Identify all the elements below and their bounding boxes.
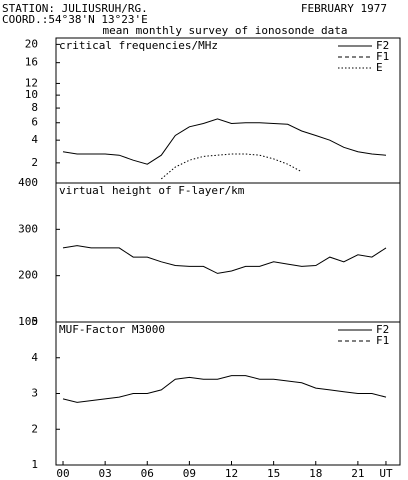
y-tick-label: 2 <box>31 156 38 169</box>
data-line <box>62 118 387 165</box>
x-tick-label: 18 <box>309 467 322 480</box>
legend-label: F2 <box>376 323 389 336</box>
y-tick-label: 4 <box>31 133 38 146</box>
y-tick-label: 16 <box>25 56 38 69</box>
y-tick-label: 100 <box>18 315 38 328</box>
x-tick-label: 06 <box>141 467 154 480</box>
data-line <box>62 375 387 403</box>
legend-label: F1 <box>376 334 389 347</box>
station: STATION: JULIUSRUH/RG. <box>2 2 148 15</box>
plot-frame <box>55 182 401 323</box>
panel-title: critical frequencies/MHz <box>59 39 218 52</box>
y-tick-label: 5 <box>31 315 38 328</box>
y-tick-label: 200 <box>18 269 38 282</box>
x-tick-label: 12 <box>225 467 238 480</box>
y-tick-label: 8 <box>31 101 38 114</box>
x-tick-label: 03 <box>99 467 112 480</box>
x-tick-label: 21 <box>351 467 364 480</box>
y-tick-label: 12 <box>25 76 38 89</box>
legend-label: E <box>376 61 383 74</box>
x-tick-label: 15 <box>267 467 280 480</box>
data-line <box>62 245 387 274</box>
y-tick-label: 20 <box>25 37 38 50</box>
y-tick-label: 4 <box>31 351 38 364</box>
legend-label: F2 <box>376 39 389 52</box>
x-tick-label: 00 <box>56 467 69 480</box>
x-tick-label: 09 <box>183 467 196 480</box>
date: FEBRUARY 1977 <box>301 2 387 15</box>
legend-label: F1 <box>376 50 389 63</box>
subtitle: mean monthly survey of ionosonde data <box>102 24 347 37</box>
plot-frame <box>55 321 401 466</box>
coord: COORD.:54°38'N 13°23'E <box>2 13 148 26</box>
panel-title: MUF-Factor M3000 <box>59 323 165 336</box>
y-tick-label: 300 <box>18 222 38 235</box>
y-tick-label: 400 <box>18 176 38 189</box>
panel-title: virtual height of F-layer/km <box>59 184 245 197</box>
plot-frame <box>55 37 401 184</box>
data-line <box>160 153 302 180</box>
y-tick-label: 10 <box>25 88 38 101</box>
y-tick-label: 2 <box>31 422 38 435</box>
y-tick-label: 6 <box>31 116 38 129</box>
y-tick-label: 3 <box>31 387 38 400</box>
x-tick-label: UT <box>379 467 393 480</box>
y-tick-label: 1 <box>31 458 38 471</box>
